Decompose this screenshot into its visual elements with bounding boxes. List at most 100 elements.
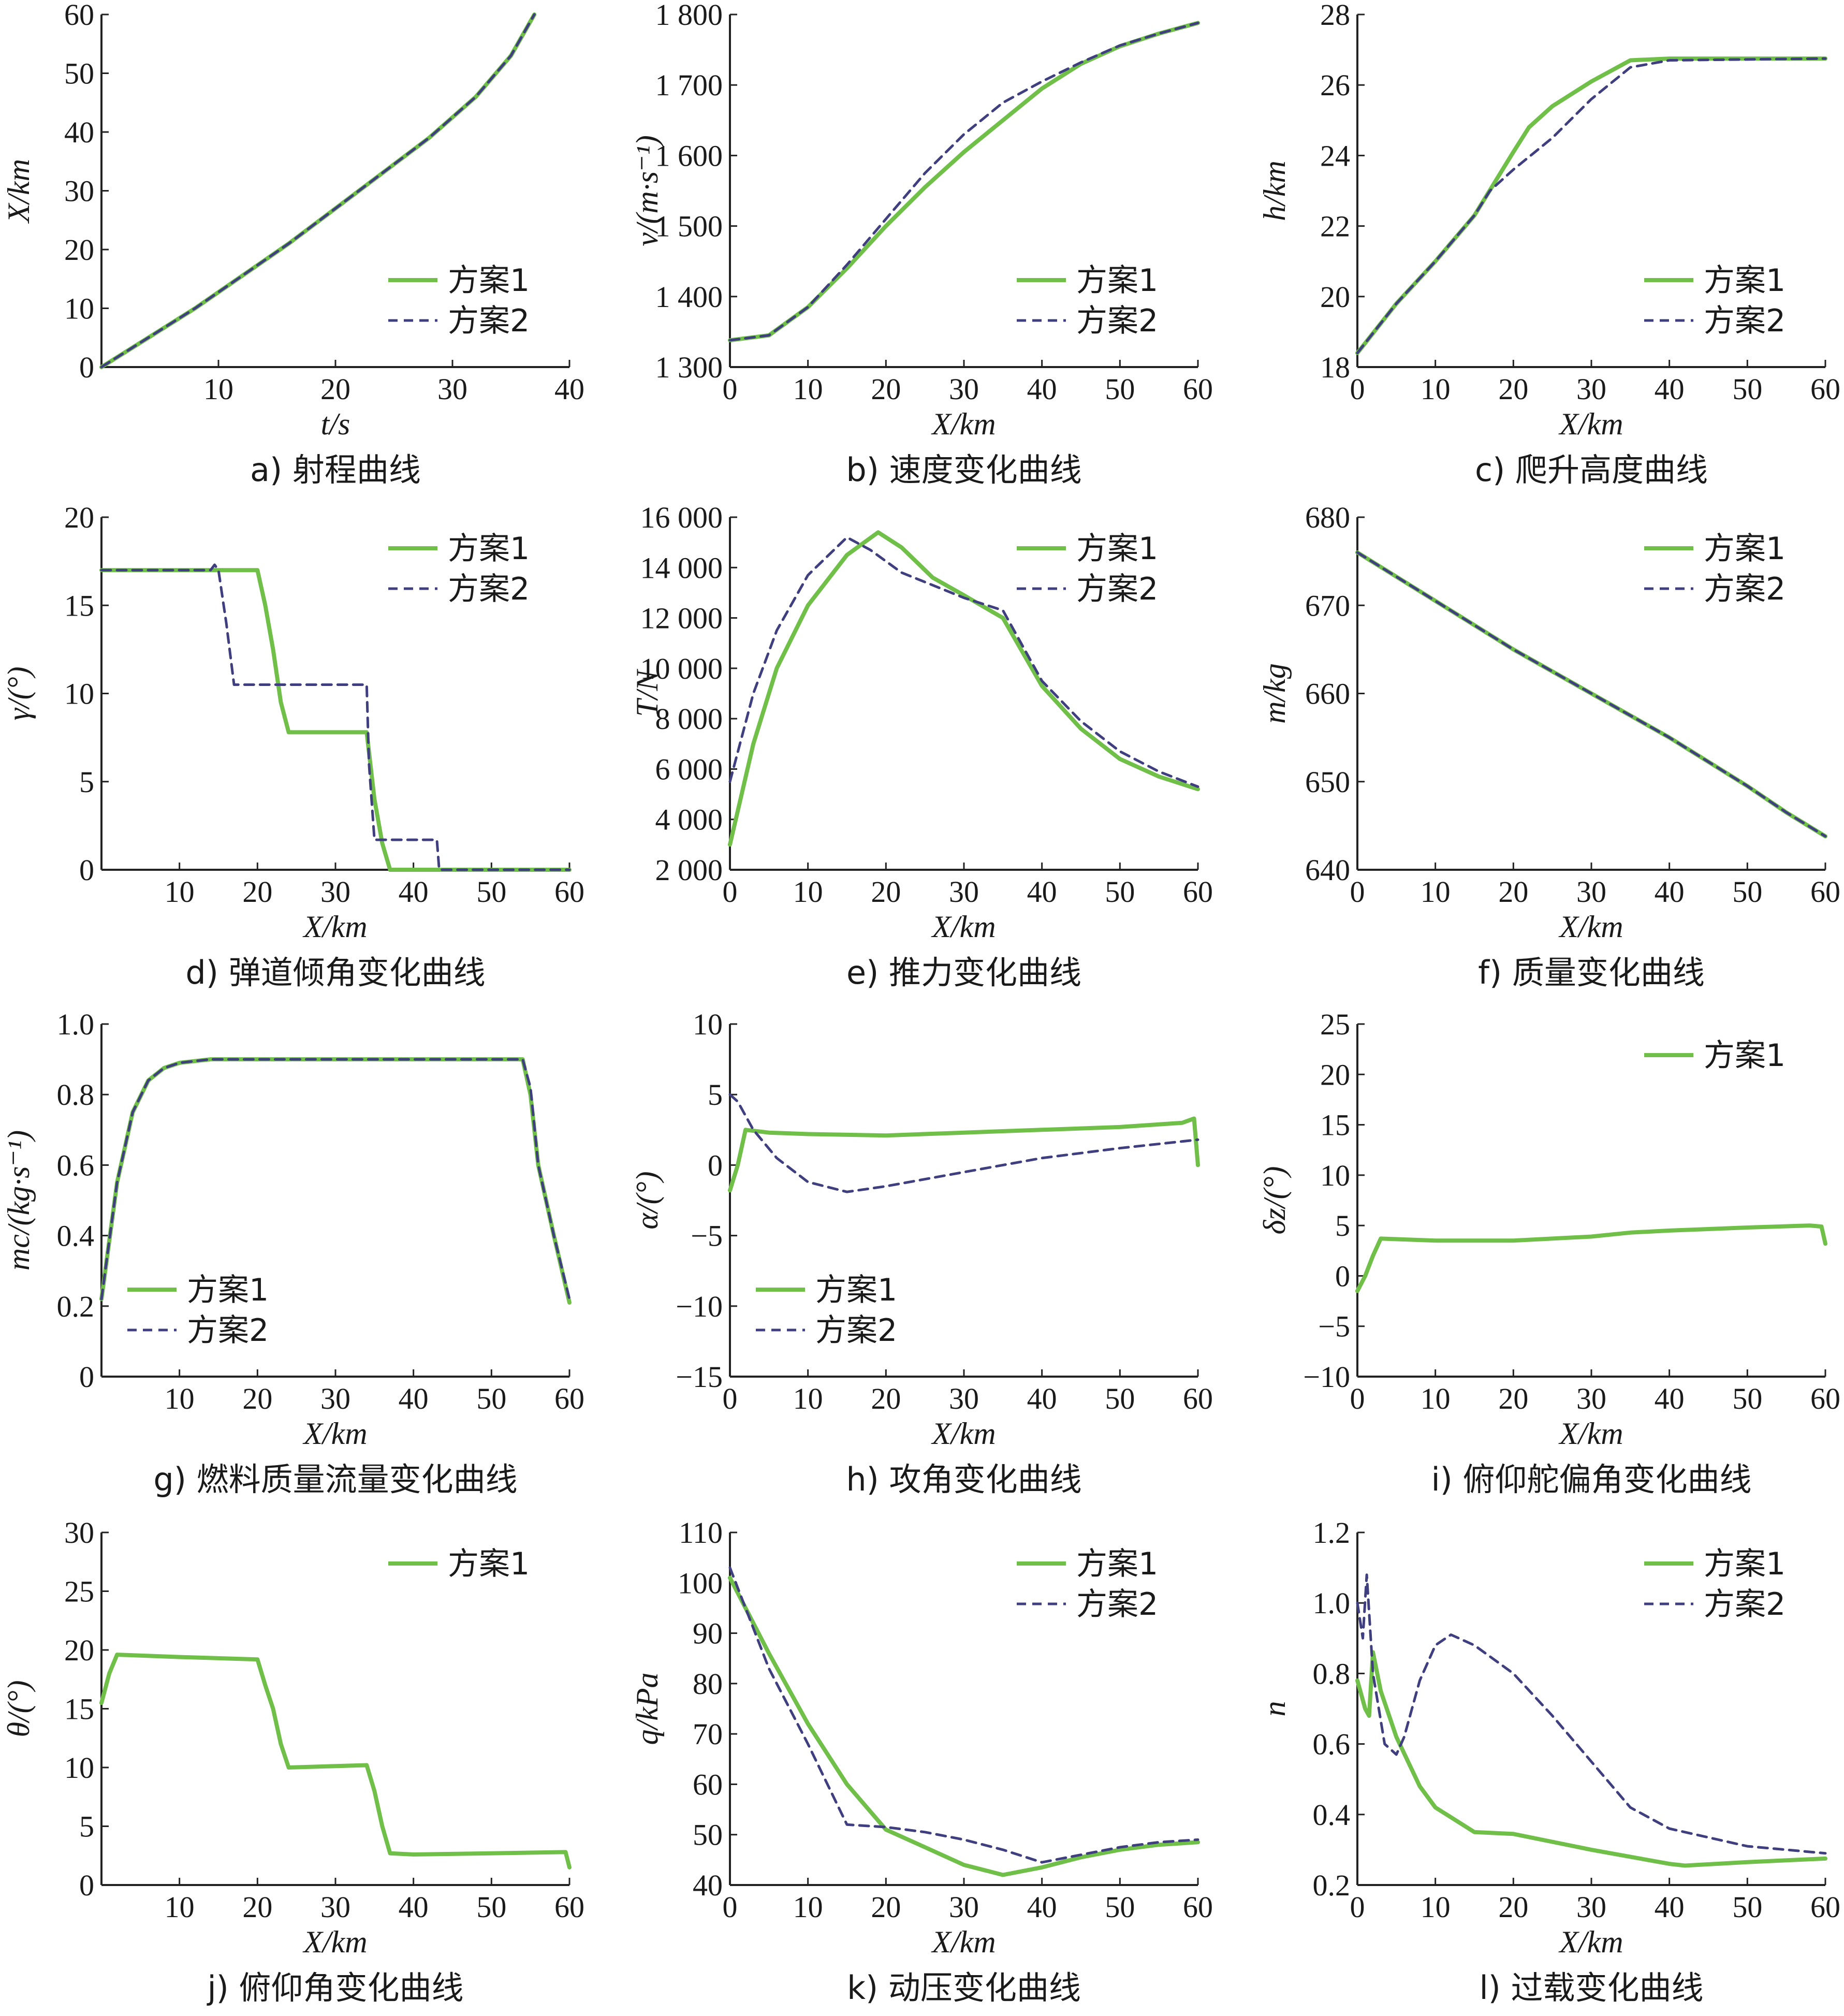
- x-axis-label: X/km: [1558, 910, 1623, 944]
- y-tick-label: 10: [64, 1751, 94, 1785]
- chart-panel-11: 0 10 20 30 40 50 60 0.2 0.4 0.6 0.8 1.0 1.2 X/km n l) 过…: [1257, 1516, 1840, 2007]
- chart-panel-1: 0 10 20 30 40 50 60 1 300 1 400 1 500 1 600 1 700 1 …: [630, 0, 1213, 489]
- x-tick-label: 60: [1810, 875, 1840, 909]
- x-tick-label: 20: [242, 1890, 272, 1924]
- series-line-1: [728, 530, 1200, 847]
- x-tick-label: 10: [1421, 1890, 1451, 1924]
- x-tick-label: 40: [1655, 1890, 1685, 1924]
- y-tick-label: 10: [64, 292, 94, 326]
- x-tick-label: 10: [1421, 372, 1451, 406]
- x-tick-label: 0: [1350, 372, 1365, 406]
- y-tick-label: 5: [1335, 1209, 1350, 1243]
- x-tick-label: 20: [242, 1382, 272, 1415]
- y-axis-label: α/(°): [630, 1171, 664, 1229]
- y-tick-label: 16 000: [640, 501, 723, 534]
- legend-label-1: 方案1: [448, 1546, 530, 1582]
- legend-label-2: 方案2: [815, 1312, 897, 1349]
- y-tick-label: 0.8: [1313, 1657, 1351, 1690]
- y-tick-label: 2 000: [655, 853, 723, 887]
- x-axis-label: X/km: [1558, 407, 1623, 441]
- y-tick-label: 40: [693, 1868, 723, 1902]
- y-axis-label: δz/(°): [1257, 1166, 1292, 1235]
- x-tick-label: 10: [165, 1890, 195, 1924]
- legend-label-1: 方案1: [1076, 531, 1158, 567]
- legend-label-1: 方案1: [815, 1272, 897, 1308]
- y-tick-label: −10: [676, 1290, 723, 1323]
- y-tick-label: 5: [79, 765, 94, 799]
- x-tick-label: 30: [1576, 875, 1606, 909]
- x-tick-label: 40: [554, 372, 584, 406]
- x-tick-label: 30: [1576, 1382, 1606, 1415]
- y-tick-label: 15: [64, 589, 94, 622]
- x-tick-label: 50: [476, 1382, 506, 1415]
- y-tick-label: 1.0: [57, 1007, 95, 1041]
- x-tick-label: 40: [1027, 1382, 1057, 1415]
- chart-panel-10: 0 10 20 30 40 50 60 40 50 60 70 80 90 100 110 X/km q/kPa…: [630, 1516, 1213, 2007]
- x-tick-label: 30: [320, 1890, 350, 1924]
- y-tick-label: 670: [1305, 589, 1350, 622]
- y-tick-label: 1 700: [655, 68, 723, 102]
- y-tick-label: 25: [1320, 1007, 1350, 1041]
- x-tick-label: 50: [1732, 1382, 1762, 1415]
- x-axis-label: X/km: [302, 1416, 367, 1451]
- y-axis-label: θ/(°): [2, 1680, 36, 1737]
- chart-caption: f) 质量变化曲线: [1478, 954, 1705, 991]
- y-tick-label: 0.2: [57, 1290, 95, 1323]
- y-tick-label: 60: [64, 0, 94, 32]
- x-axis-label: X/km: [931, 407, 996, 441]
- y-tick-label: 100: [678, 1566, 723, 1600]
- x-axis-label: X/km: [1558, 1925, 1623, 1959]
- series-line-1: [1355, 1650, 1827, 1868]
- chart-caption: g) 燃料质量流量变化曲线: [153, 1460, 517, 1498]
- chart-caption: e) 推力变化曲线: [846, 954, 1081, 991]
- chart-caption: d) 弹道倾角变化曲线: [185, 954, 485, 991]
- y-tick-label: 1 800: [655, 0, 723, 32]
- x-tick-label: 20: [871, 372, 901, 406]
- y-tick-label: 30: [64, 1516, 94, 1550]
- x-tick-label: 30: [437, 372, 467, 406]
- x-tick-label: 30: [949, 372, 979, 406]
- x-tick-label: 0: [723, 1382, 738, 1415]
- x-tick-label: 20: [871, 1890, 901, 1924]
- y-tick-label: 640: [1305, 853, 1350, 887]
- x-tick-label: 0: [723, 875, 738, 909]
- x-tick-label: 40: [1027, 372, 1057, 406]
- x-tick-label: 30: [949, 875, 979, 909]
- y-axis-label: T/N: [630, 668, 664, 717]
- x-tick-label: 50: [1105, 1382, 1135, 1415]
- x-tick-label: 30: [320, 875, 350, 909]
- y-tick-label: 1 600: [655, 139, 723, 172]
- y-axis-label: γ/(°): [2, 666, 36, 720]
- x-tick-label: 20: [242, 875, 272, 909]
- chart-caption: i) 俯仰舵偏角变化曲线: [1431, 1460, 1751, 1498]
- y-tick-label: 660: [1305, 677, 1350, 711]
- y-tick-label: 50: [64, 57, 94, 91]
- y-tick-label: 680: [1305, 501, 1350, 534]
- legend-label-1: 方案1: [448, 262, 530, 299]
- chart-caption: h) 攻角变化曲线: [846, 1460, 1081, 1498]
- y-tick-label: 650: [1305, 765, 1350, 799]
- x-tick-label: 40: [399, 875, 429, 909]
- y-tick-label: 0: [79, 350, 94, 384]
- x-tick-label: 60: [554, 1382, 584, 1415]
- legend-label-2: 方案2: [448, 303, 530, 339]
- legend-label-1: 方案1: [1076, 1546, 1158, 1582]
- x-tick-label: 60: [554, 875, 584, 909]
- y-tick-label: 6 000: [655, 752, 723, 786]
- legend-label-1: 方案1: [448, 531, 530, 567]
- y-tick-label: 10: [1320, 1159, 1350, 1192]
- x-tick-label: 30: [1576, 1890, 1606, 1924]
- y-tick-label: 0.6: [1313, 1728, 1351, 1761]
- y-tick-label: 0.4: [1313, 1798, 1351, 1832]
- y-tick-label: 20: [64, 501, 94, 534]
- x-tick-label: 50: [476, 875, 506, 909]
- series-line-1: [1355, 1223, 1827, 1293]
- legend-label-1: 方案1: [1704, 531, 1786, 567]
- series-line-2: [100, 13, 536, 369]
- x-tick-label: 10: [793, 1890, 823, 1924]
- series-line-1: [99, 1057, 572, 1305]
